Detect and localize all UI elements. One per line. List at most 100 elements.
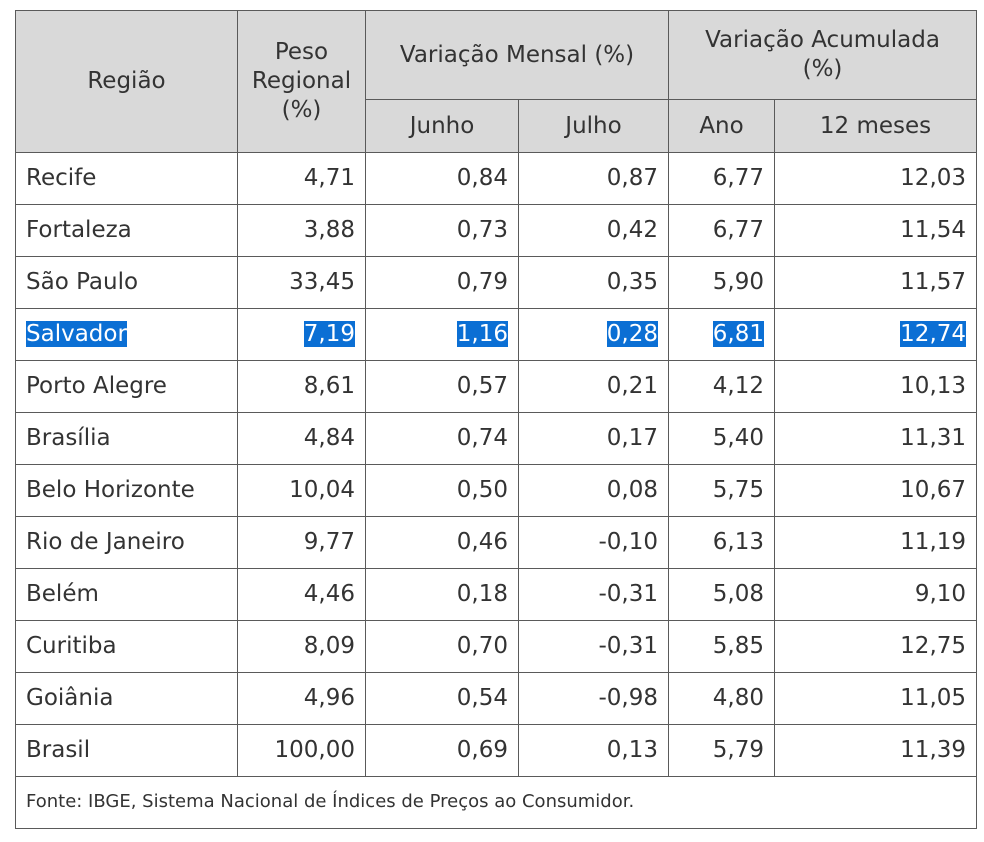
cell-12-meses-text: 11,19 xyxy=(900,529,967,556)
cell-ano-text: 5,85 xyxy=(712,633,765,660)
cell-peso-regional-text: 4,96 xyxy=(303,685,355,712)
cell-julho: 0,28 xyxy=(517,308,670,361)
cell-ano: 6,77 xyxy=(668,152,776,205)
table-row: Brasília 4,84 0,74 0,17 5,40 11,31 xyxy=(15,412,978,465)
cell-ano-text: 4,80 xyxy=(712,685,765,712)
cell-peso-regional: 7,19 xyxy=(237,308,366,361)
ipca-regional-table: Região Peso Regional (%) Variação Mensal… xyxy=(14,10,978,829)
cell-regiao: Brasília xyxy=(15,412,238,465)
cell-regiao: Rio de Janeiro xyxy=(15,516,238,569)
cell-junho-text: 0,73 xyxy=(456,217,508,244)
cell-junho: 0,18 xyxy=(365,568,519,621)
table-row: Goiânia 4,96 0,54 -0,98 4,80 11,05 xyxy=(15,672,978,725)
cell-ano: 6,13 xyxy=(668,516,776,569)
cell-julho: 0,13 xyxy=(517,724,670,777)
cell-ano: 6,81 xyxy=(668,308,776,361)
cell-julho-text: 0,21 xyxy=(606,373,659,400)
cell-ano: 5,40 xyxy=(668,412,776,465)
cell-julho: -0,98 xyxy=(517,672,670,725)
cell-ano-text: 6,13 xyxy=(712,529,765,556)
header-variacao-acumulada-line2: (%) xyxy=(802,56,843,82)
header-peso-line1: Peso xyxy=(274,39,329,66)
cell-ano-text: 6,81 xyxy=(712,321,765,348)
cell-julho: 0,87 xyxy=(517,152,670,205)
cell-julho: 0,17 xyxy=(517,412,670,465)
cell-12-meses-text: 11,39 xyxy=(900,737,967,764)
cell-12-meses: 11,19 xyxy=(774,516,978,569)
header-junho: Junho xyxy=(365,99,519,153)
cell-regiao: São Paulo xyxy=(15,256,238,309)
cell-regiao: Recife xyxy=(15,152,238,205)
cell-ano: 4,12 xyxy=(668,360,776,413)
cell-regiao-text: São Paulo xyxy=(26,269,139,296)
cell-junho: 1,16 xyxy=(365,308,519,361)
cell-12-meses: 11,05 xyxy=(774,672,978,725)
cell-regiao-text: Belo Horizonte xyxy=(26,477,195,504)
cell-junho: 0,69 xyxy=(365,724,519,777)
cell-peso-regional: 4,71 xyxy=(237,152,366,205)
cell-12-meses: 11,31 xyxy=(774,412,978,465)
cell-12-meses-text: 12,74 xyxy=(900,321,967,348)
cell-ano: 5,75 xyxy=(668,464,776,517)
header-variacao-acumulada: Variação Acumulada (%) xyxy=(668,10,978,100)
cell-regiao-text: Recife xyxy=(26,165,97,192)
cell-junho: 0,46 xyxy=(365,516,519,569)
cell-ano: 6,77 xyxy=(668,204,776,257)
header-12-meses: 12 meses xyxy=(774,99,978,153)
cell-regiao: Brasil xyxy=(15,724,238,777)
cell-junho-text: 0,18 xyxy=(456,581,508,608)
cell-julho: -0,31 xyxy=(517,620,670,673)
cell-junho-text: 0,50 xyxy=(456,477,508,504)
cell-junho: 0,74 xyxy=(365,412,519,465)
cell-regiao-text: Fortaleza xyxy=(26,217,132,244)
cell-peso-regional-text: 9,77 xyxy=(303,529,355,556)
cell-12-meses-text: 12,03 xyxy=(900,165,967,192)
cell-12-meses: 9,10 xyxy=(774,568,978,621)
table-row: Salvador 7,19 1,16 0,28 6,81 12,74 xyxy=(15,308,978,361)
cell-12-meses-text: 11,54 xyxy=(900,217,967,244)
cell-regiao-text: Brasília xyxy=(26,425,111,452)
cell-peso-regional: 9,77 xyxy=(237,516,366,569)
cell-peso-regional-text: 4,84 xyxy=(303,425,355,452)
table-row: Belém 4,46 0,18 -0,31 5,08 9,10 xyxy=(15,568,978,621)
cell-regiao-text: Porto Alegre xyxy=(26,373,167,400)
cell-ano-text: 5,90 xyxy=(712,269,765,296)
cell-12-meses: 10,13 xyxy=(774,360,978,413)
cell-ano-text: 5,79 xyxy=(712,737,765,764)
table-row: Fortaleza 3,88 0,73 0,42 6,77 11,54 xyxy=(15,204,978,257)
cell-junho: 0,73 xyxy=(365,204,519,257)
cell-junho: 0,57 xyxy=(365,360,519,413)
cell-peso-regional-text: 4,71 xyxy=(303,165,355,192)
cell-12-meses-text: 9,10 xyxy=(914,581,967,608)
table-row: Porto Alegre 8,61 0,57 0,21 4,12 10,13 xyxy=(15,360,978,413)
cell-ano-text: 6,77 xyxy=(712,217,765,244)
cell-ano-text: 5,08 xyxy=(712,581,765,608)
header-ano-label: Ano xyxy=(699,112,744,139)
cell-regiao: Porto Alegre xyxy=(15,360,238,413)
cell-junho: 0,70 xyxy=(365,620,519,673)
header-row-sub: Junho Julho Ano 12 meses xyxy=(16,99,978,153)
cell-junho-text: 0,57 xyxy=(456,373,508,400)
cell-junho-text: 0,79 xyxy=(456,269,508,296)
cell-regiao: Goiânia xyxy=(15,672,238,725)
table-header: Região Peso Regional (%) Variação Mensal… xyxy=(15,10,978,153)
cell-ano-text: 5,75 xyxy=(712,477,765,504)
cell-peso-regional-text: 33,45 xyxy=(289,269,355,296)
table-row: Recife 4,71 0,84 0,87 6,77 12,03 xyxy=(15,152,978,205)
cell-peso-regional: 8,61 xyxy=(237,360,366,413)
cell-julho-text: -0,31 xyxy=(598,581,659,608)
cell-ano-text: 6,77 xyxy=(712,165,765,192)
cell-peso-regional-text: 3,88 xyxy=(303,217,355,244)
table-row: São Paulo 33,45 0,79 0,35 5,90 11,57 xyxy=(15,256,978,309)
cell-julho-text: -0,10 xyxy=(598,529,659,556)
cell-regiao-text: Brasil xyxy=(26,737,91,764)
header-julho: Julho xyxy=(517,99,670,153)
table-row: Belo Horizonte 10,04 0,50 0,08 5,75 10,67 xyxy=(15,464,978,517)
cell-12-meses: 12,03 xyxy=(774,152,978,205)
cell-peso-regional: 3,88 xyxy=(237,204,366,257)
cell-julho: 0,42 xyxy=(517,204,670,257)
cell-ano: 4,80 xyxy=(668,672,776,725)
cell-12-meses: 12,74 xyxy=(774,308,978,361)
cell-junho-text: 0,74 xyxy=(456,425,508,452)
cell-junho-text: 0,46 xyxy=(456,529,508,556)
